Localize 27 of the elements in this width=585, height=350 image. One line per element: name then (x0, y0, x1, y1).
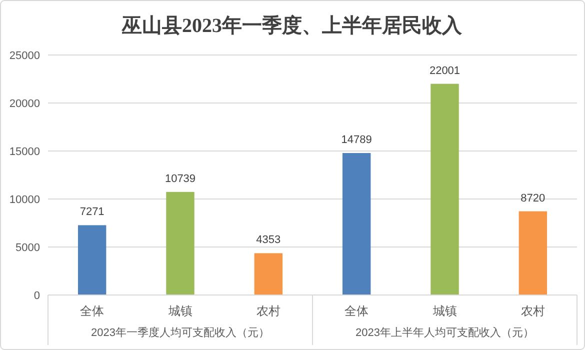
bar (518, 211, 548, 295)
data-label: 10739 (164, 172, 196, 185)
y-tick-label: 25000 (9, 50, 40, 62)
x-tick-label: 全体 (344, 304, 369, 318)
data-label: 4353 (256, 234, 281, 246)
bar (78, 225, 106, 295)
data-label: 8720 (520, 192, 546, 204)
y-tick-label: 15000 (9, 146, 40, 158)
y-tick-label: 5000 (16, 242, 40, 254)
x-tick-label: 农村 (256, 304, 280, 318)
chart-title: 巫山县2023年一季度、上半年居民收入 (121, 14, 463, 37)
x-tick-label: 城镇 (167, 304, 192, 318)
bar (254, 253, 283, 295)
data-label: 14789 (341, 134, 372, 146)
x-tick-label: 农村 (520, 304, 545, 318)
y-tick-label: 0 (34, 290, 40, 302)
x-tick-label: 全体 (80, 304, 104, 318)
x-tick-label: 城镇 (432, 304, 457, 318)
bar (430, 84, 459, 295)
bar (166, 192, 194, 295)
text: 2023年一季度人均可支配收入（元） (91, 326, 270, 339)
y-tick-label: 10000 (9, 194, 40, 206)
data-label: 7271 (80, 206, 104, 218)
text: 2023年上半年人均可支配收入（元） (356, 326, 534, 339)
y-tick-label: 20000 (9, 98, 40, 110)
data-label: 22001 (429, 64, 460, 77)
bar (342, 153, 371, 295)
